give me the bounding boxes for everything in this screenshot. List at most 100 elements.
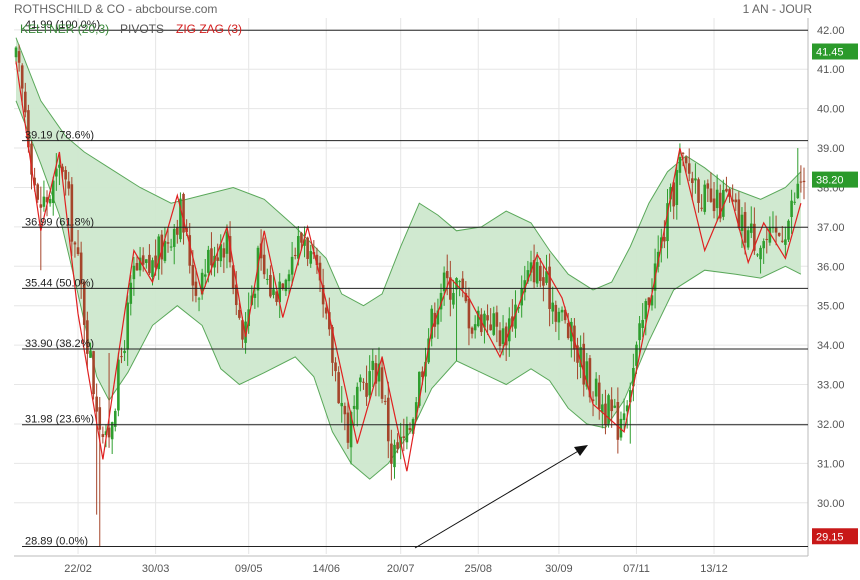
candle-body <box>455 278 458 290</box>
annotation-arrow <box>414 445 588 549</box>
candle-body <box>504 326 508 346</box>
candle-body <box>628 390 632 403</box>
candle-body <box>144 259 148 264</box>
x-tick-label: 22/02 <box>64 563 92 575</box>
candle-body <box>275 291 278 302</box>
candle-body <box>532 260 536 283</box>
candle-body <box>622 413 626 421</box>
candle-body <box>495 312 499 327</box>
candle-body <box>231 265 235 289</box>
candle-body <box>123 350 126 354</box>
candle-body <box>483 313 486 328</box>
candle-body <box>172 228 176 247</box>
y-tick-label: 31.00 <box>817 458 845 470</box>
keltner-fill <box>16 37 801 480</box>
candle-body <box>380 367 384 399</box>
candle-body <box>197 298 201 300</box>
zigzag-overlay <box>15 61 802 472</box>
candle-body <box>176 227 179 235</box>
candle-body <box>253 293 257 298</box>
y-tick-label: 32.00 <box>817 419 845 431</box>
candle-body <box>700 207 703 209</box>
candle-body <box>331 326 334 363</box>
legend-pivots[interactable]: PIVOTS <box>120 22 164 36</box>
candle-body <box>473 324 477 331</box>
candle-body <box>725 188 728 192</box>
candle-body <box>625 405 629 412</box>
candle-body <box>647 297 651 306</box>
candle-body <box>740 214 744 231</box>
candle-body <box>306 237 309 259</box>
candle-body <box>486 315 489 321</box>
candle-body <box>718 192 722 219</box>
legend-keltner[interactable]: KELTNER (20,3) <box>20 22 109 36</box>
candle-body <box>749 223 753 233</box>
candle-body <box>467 298 471 329</box>
candle-body <box>138 257 142 271</box>
candle-body <box>265 278 269 280</box>
legend-zigzag[interactable]: ZIG ZAG (3) <box>176 22 242 36</box>
candle-body <box>753 223 756 251</box>
candle-body <box>588 358 592 398</box>
candle-body <box>560 309 564 313</box>
price-tag-box <box>812 171 858 188</box>
y-axis: 42.0041.0040.0039.0038.0037.0036.0035.00… <box>817 25 845 510</box>
candle-body <box>89 350 92 358</box>
candle-body <box>269 275 272 297</box>
candle-body <box>300 232 303 243</box>
chart-title: ROTHSCHILD & CO - abcbourse.com <box>14 2 217 16</box>
candle-body <box>120 356 123 358</box>
candle-body <box>523 280 527 293</box>
candle-body <box>117 359 120 411</box>
candle-body <box>666 203 669 242</box>
candle-body <box>191 264 195 286</box>
candle-body <box>746 230 750 248</box>
candle-body <box>238 309 241 318</box>
candle-body <box>154 255 157 268</box>
candle-body <box>678 156 682 173</box>
candle-body <box>318 262 322 281</box>
candle-body <box>610 399 613 412</box>
candle-body <box>141 255 145 265</box>
candle-body <box>334 362 337 372</box>
fib-label: 28.89 (0.0%) <box>25 536 88 548</box>
x-tick-label: 25/08 <box>464 563 492 575</box>
candle-body <box>20 65 24 89</box>
fib-label: 36.99 (61.8%) <box>25 216 94 228</box>
candle-body <box>421 371 424 378</box>
candle-body <box>619 418 623 438</box>
candle-body <box>402 436 406 439</box>
candle-body <box>346 412 350 443</box>
candle-body <box>663 236 666 242</box>
candle-body <box>464 293 468 302</box>
candle-body <box>27 110 30 148</box>
candle-body <box>160 234 164 260</box>
candle-body <box>529 262 533 273</box>
candle-body <box>287 274 291 282</box>
candle-body <box>362 381 365 383</box>
candle-body <box>365 382 368 397</box>
x-axis: 22/02 30/03 09/05 14/06 20/07 25/08 30/09 07/11… <box>64 563 728 575</box>
period-label[interactable]: 1 AN - JOUR <box>743 2 813 16</box>
price-tag-box <box>812 43 858 60</box>
y-tick-label: 34.00 <box>817 340 845 352</box>
candle-body <box>340 402 344 407</box>
arrow-shaft <box>414 449 581 549</box>
candle-body <box>284 279 288 292</box>
candle-body <box>188 235 192 266</box>
candle-body <box>644 301 648 320</box>
candle-body <box>393 444 396 468</box>
keltner-band <box>15 37 802 480</box>
x-tick-label: 30/03 <box>142 563 170 575</box>
candle-body <box>641 319 644 328</box>
candle-body <box>542 277 545 286</box>
candle-body <box>73 242 77 245</box>
y-tick-label: 37.00 <box>817 222 845 234</box>
fib-label: 41.99 (100.0%) <box>25 19 100 31</box>
candle-body <box>694 178 697 181</box>
candle-body <box>262 254 266 275</box>
y-tick-label: 42.00 <box>817 25 845 37</box>
candle-body <box>517 306 520 309</box>
candle-body <box>675 169 679 205</box>
